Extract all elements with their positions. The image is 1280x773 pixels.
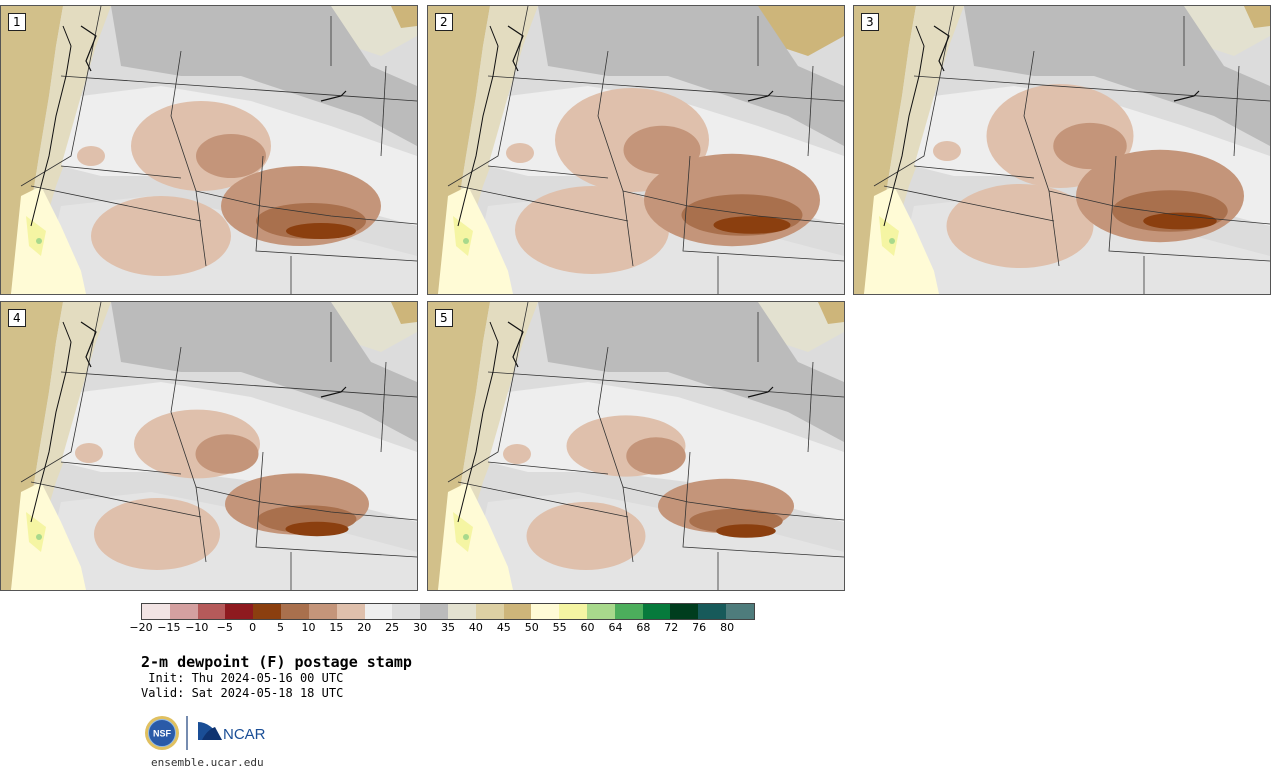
map-panel-4: 4 xyxy=(0,301,418,591)
map-layers xyxy=(428,302,844,590)
panel-number: 5 xyxy=(435,309,453,327)
colorbar-swatch xyxy=(726,604,754,619)
colorbar-swatch xyxy=(475,604,504,619)
colorbar-swatch xyxy=(559,604,587,619)
colorbar-swatch xyxy=(142,604,170,619)
map-layers xyxy=(428,6,844,294)
panel-number: 1 xyxy=(8,13,26,31)
nsf-logo-text: NSF xyxy=(153,729,172,739)
colorbar-tick-label: 72 xyxy=(664,621,679,634)
website-url: ensemble.ucar.edu xyxy=(151,756,264,769)
colorbar xyxy=(141,603,755,620)
dewpoint-map xyxy=(1,6,417,294)
colorbar-swatch xyxy=(169,604,198,619)
colorbar-tick-label: 15 xyxy=(329,621,344,634)
map-panel-5: 5 xyxy=(427,301,845,591)
nsf-logo-icon: NSF xyxy=(145,716,179,750)
colorbar-tick-label: 76 xyxy=(692,621,707,634)
colorbar-tick-label: −15 xyxy=(157,621,181,634)
map-panel-2: 2 xyxy=(427,5,845,295)
logos: NSF NCAR xyxy=(145,716,266,750)
ncar-logo-icon: NCAR xyxy=(198,722,266,743)
map-layers xyxy=(854,6,1270,294)
figure-title: 2-m dewpoint (F) postage stamp xyxy=(141,653,412,671)
colorbar-tick-label: 64 xyxy=(608,621,623,634)
colorbar-tick-label: 25 xyxy=(385,621,400,634)
ncar-logo-text: NCAR xyxy=(223,726,266,743)
panel-number: 4 xyxy=(8,309,26,327)
colorbar-swatch xyxy=(587,604,615,619)
colorbar-swatch xyxy=(197,604,226,619)
colorbar-tick-label: −5 xyxy=(216,621,233,634)
dewpoint-map xyxy=(854,6,1270,294)
colorbar-swatch xyxy=(253,604,282,619)
panel-number: 2 xyxy=(435,13,453,31)
colorbar-swatch xyxy=(698,604,727,619)
colorbar-ticks: −20 −15 −10 −5 0 5 10 15 20 25 30 35 40 45 50 55 60 64 68 7… xyxy=(129,621,755,641)
colorbar-tick-label: 60 xyxy=(580,621,595,634)
colorbar-tick-label: 5 xyxy=(277,621,285,634)
colorbar-tick-label: 20 xyxy=(357,621,372,634)
colorbar-tick-label: 40 xyxy=(468,621,483,634)
colorbar-tick-label: 50 xyxy=(524,621,539,634)
colorbar-tick-label: 45 xyxy=(496,621,511,634)
colorbar-tick-label: 80 xyxy=(720,621,735,634)
map-panel-3: 3 xyxy=(853,5,1271,295)
colorbar-tick-label: 55 xyxy=(552,621,567,634)
panel-number: 3 xyxy=(861,13,879,31)
colorbar-swatch xyxy=(420,604,448,619)
colorbar-swatch xyxy=(670,604,699,619)
colorbar-swatch xyxy=(447,604,476,619)
colorbar-swatch xyxy=(225,604,254,619)
colorbar-tick-label: 30 xyxy=(413,621,428,634)
colorbar-tick-label: −20 xyxy=(129,621,153,634)
map-layers xyxy=(1,6,417,294)
colorbar-swatch xyxy=(364,604,393,619)
colorbar-tick-label: 35 xyxy=(441,621,455,634)
colorbar-swatch xyxy=(392,604,421,619)
colorbar-tick-label: −10 xyxy=(185,621,209,634)
colorbar-swatch xyxy=(642,604,671,619)
colorbar-swatch xyxy=(336,604,365,619)
dewpoint-map xyxy=(428,302,844,590)
colorbar-swatch xyxy=(614,604,643,619)
colorbar-tick-label: 68 xyxy=(636,621,651,634)
colorbar-swatch xyxy=(308,604,337,619)
init-time: Init: Thu 2024-05-16 00 UTC xyxy=(141,671,344,685)
colorbar-tick-label: 0 xyxy=(249,621,257,634)
colorbar-swatch xyxy=(503,604,532,619)
dewpoint-map xyxy=(428,6,844,294)
colorbar-tick-label: 10 xyxy=(301,621,316,634)
map-panel-1: 1 xyxy=(0,5,418,295)
colorbar-swatch xyxy=(281,604,309,619)
dewpoint-map xyxy=(1,302,417,590)
valid-time: Valid: Sat 2024-05-18 18 UTC xyxy=(141,686,344,700)
colorbar-swatch xyxy=(531,604,560,619)
map-layers xyxy=(1,302,417,590)
